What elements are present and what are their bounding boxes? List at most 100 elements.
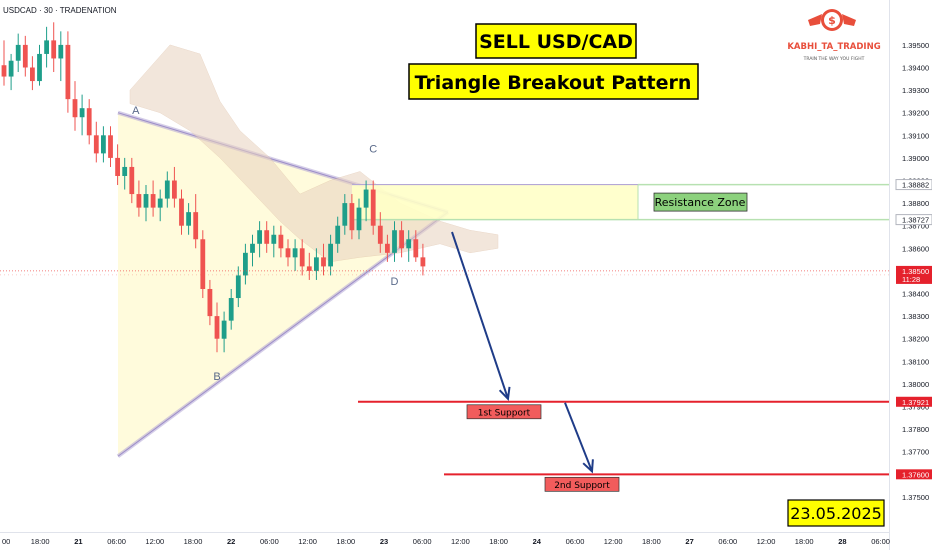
candle [321,257,326,267]
candle [349,203,355,231]
candle [285,248,291,258]
candle [179,198,184,226]
candle [193,212,199,240]
candle [37,53,42,82]
candle [335,225,341,244]
candle [93,135,99,154]
candle [377,225,383,244]
time-tick-label: 12:00 [145,537,164,546]
time-tick-label: 22 [227,537,235,546]
pattern-point-label: A [132,105,140,117]
time-tick-label: 27 [685,537,693,546]
price-tick-label: 1.39300 [902,86,929,95]
candle [214,316,220,339]
candle [406,239,412,249]
time-tick-label: 18:00 [31,537,50,546]
time-tick-label: 12:00 [757,537,776,546]
symbol-header: USDCAD · 30 · TRADENATION [3,6,117,15]
time-tick-label: 06:00 [566,537,585,546]
price-tick-label: 1.39000 [902,154,929,163]
candle [8,60,14,77]
candle [65,44,71,100]
time-tick-label: 12:00 [298,537,317,546]
time-tick-label: 06:00 [871,537,890,546]
price-tick-label: 1.39400 [902,64,929,73]
candle [207,288,213,317]
candle [86,108,92,136]
brand-tagline: TRAIN THE WAY YOU FIGHT [803,56,865,62]
chart-title: SELL USD/CAD [479,31,633,53]
price-tick-label: 1.39200 [902,109,929,118]
time-tick-label: 12:00 [604,537,623,546]
price-tick-label: 1.38600 [902,244,929,253]
resistance-zone [352,184,638,220]
candle [200,239,206,289]
price-tick-label: 1.38200 [902,335,929,344]
candle [299,248,305,267]
time-tick-label: 18:00 [336,537,355,546]
time-tick-label: 24 [533,537,542,546]
title-box: SELL USD/CAD [475,23,637,59]
price-tick-label: 1.38700 [902,222,929,231]
annotations-layer: A B C D [0,105,889,474]
price-tick-label: 1.39500 [902,41,929,50]
price-tick-label: 1.38300 [902,312,929,321]
candle [129,166,135,195]
price-tick-label: 1.39100 [902,131,929,140]
time-tick-label: 06:00 [413,537,432,546]
price-tick-label: 1.37900 [902,403,929,412]
candle [30,67,35,82]
candle [157,198,163,208]
time-tick-label: 23 [380,537,388,546]
candle [136,194,142,208]
candle [271,234,277,244]
candle [101,135,106,154]
candle [72,99,78,118]
candle [115,157,120,176]
candle [221,320,227,339]
time-tick-label: 18:00 [184,537,203,546]
time-tick-label: 06:00 [260,537,279,546]
candle [306,266,312,271]
candle [164,180,170,199]
candle [385,243,390,253]
candle [172,180,177,199]
first-support-label-box [466,404,542,420]
candle [370,189,376,226]
candle [1,65,7,77]
brand-name: KABHI_TA_TRADING [787,42,880,52]
candle [292,248,298,258]
candle [363,189,369,208]
candle [264,230,270,244]
candle [243,252,248,276]
time-tick-label: 18:00 [795,537,814,546]
price-tick-label: 1.38400 [902,290,929,299]
candle [392,230,397,253]
candle [51,40,57,59]
candle [328,243,333,267]
second-support-label-box [544,476,620,492]
price-tag-label: 1.37600 [902,470,929,479]
price-tag-label: 1.38500 [902,267,929,276]
candle [314,257,319,271]
price-tick-label: 1.37800 [902,425,929,434]
candle [257,230,262,244]
price-tag [896,265,932,284]
time-tick-label: 06:00 [107,537,126,546]
price-tag [896,469,932,480]
candle [58,44,64,59]
candle [342,203,348,226]
sell-arrow-2 [564,402,593,472]
candle [150,194,156,208]
candle [420,257,426,267]
price-tag [895,179,932,191]
first-support-label: 1st Support [478,408,531,418]
candle [356,207,362,231]
candle [122,166,128,176]
time-tick-label: 06:00 [718,537,737,546]
candle [399,230,404,249]
time-tick-label: 18:00 [489,537,508,546]
brand-logo: $ KABHI_TA_TRADING TRAIN THE WAY YOU FIG… [787,9,881,62]
